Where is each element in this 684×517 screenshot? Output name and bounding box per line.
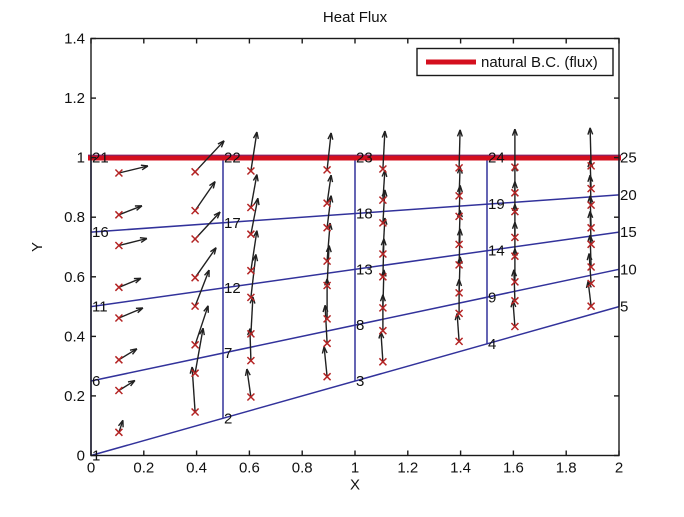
svg-text:11: 11 — [92, 299, 108, 316]
svg-text:9: 9 — [488, 289, 496, 306]
svg-text:13: 13 — [356, 261, 373, 278]
svg-text:0: 0 — [77, 448, 85, 465]
svg-text:16: 16 — [92, 224, 109, 241]
svg-text:1.2: 1.2 — [397, 460, 418, 477]
svg-text:1.6: 1.6 — [503, 460, 524, 477]
svg-text:23: 23 — [356, 150, 373, 167]
svg-text:1: 1 — [77, 150, 85, 167]
svg-text:0.4: 0.4 — [64, 328, 85, 345]
svg-text:22: 22 — [224, 150, 241, 167]
svg-text:25: 25 — [620, 150, 637, 167]
svg-text:12: 12 — [224, 280, 241, 297]
svg-text:18: 18 — [356, 206, 373, 223]
svg-text:4: 4 — [488, 336, 496, 353]
svg-text:3: 3 — [356, 373, 364, 390]
svg-text:1.4: 1.4 — [450, 460, 471, 477]
svg-text:0.2: 0.2 — [64, 388, 85, 405]
svg-text:1.4: 1.4 — [64, 31, 85, 48]
svg-text:1.2: 1.2 — [64, 90, 85, 107]
svg-text:0: 0 — [87, 460, 95, 477]
svg-text:19: 19 — [488, 196, 505, 213]
svg-text:X: X — [350, 477, 360, 494]
svg-text:Y: Y — [29, 242, 46, 252]
svg-text:0.2: 0.2 — [133, 460, 154, 477]
svg-text:5: 5 — [620, 299, 628, 316]
svg-text:20: 20 — [620, 187, 637, 204]
svg-text:6: 6 — [92, 373, 100, 390]
svg-text:0.4: 0.4 — [186, 460, 207, 477]
svg-text:8: 8 — [356, 317, 364, 334]
svg-text:natural B.C. (flux): natural B.C. (flux) — [481, 54, 598, 71]
svg-text:0.8: 0.8 — [292, 460, 313, 477]
svg-text:10: 10 — [620, 261, 637, 278]
svg-text:2: 2 — [615, 460, 623, 477]
svg-text:24: 24 — [488, 150, 505, 167]
svg-text:1.8: 1.8 — [556, 460, 577, 477]
svg-text:17: 17 — [224, 215, 241, 232]
svg-text:0.6: 0.6 — [239, 460, 260, 477]
svg-text:Heat Flux: Heat Flux — [323, 9, 388, 26]
svg-text:0.6: 0.6 — [64, 269, 85, 286]
svg-text:0.8: 0.8 — [64, 209, 85, 226]
svg-text:1: 1 — [351, 460, 359, 477]
svg-text:15: 15 — [620, 224, 637, 241]
svg-text:14: 14 — [488, 243, 505, 260]
svg-text:2: 2 — [224, 410, 232, 427]
svg-text:7: 7 — [224, 345, 232, 362]
